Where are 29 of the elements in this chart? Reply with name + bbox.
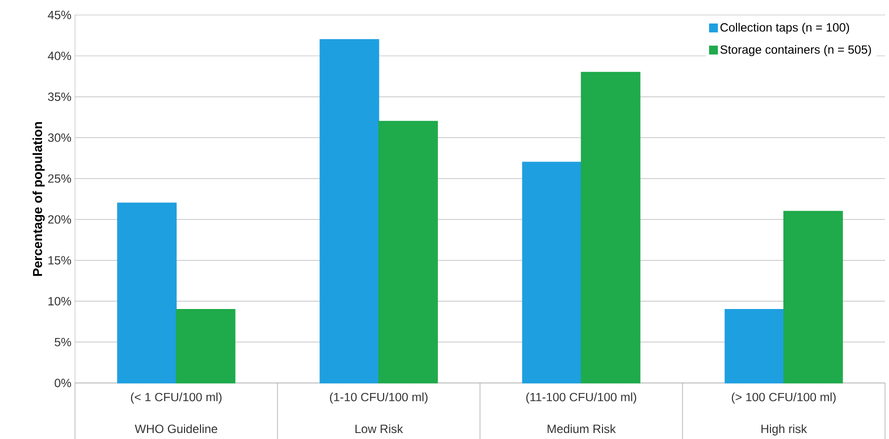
text: Medium Risk bbox=[548, 424, 616, 434]
y-tick-label: 30% bbox=[48, 133, 72, 142]
bar bbox=[724, 308, 784, 384]
y-tick-label: 35% bbox=[48, 92, 72, 101]
legend-label: Collection taps (n = 100) bbox=[720, 22, 850, 34]
y-tick-label: 10% bbox=[48, 296, 72, 306]
text: Low Risk bbox=[355, 424, 404, 434]
bar bbox=[522, 162, 582, 384]
bar bbox=[783, 210, 843, 384]
y-tick-label: 20% bbox=[48, 215, 72, 224]
x-tick-label: (1-10 CFU/100 ml) bbox=[330, 392, 428, 404]
bar bbox=[320, 39, 380, 384]
y-tick-label: 25% bbox=[48, 174, 72, 183]
x-tick-label: (11-100 CFU/100 ml) bbox=[526, 392, 636, 404]
legend-label: Storage containers (n = 505) bbox=[720, 45, 871, 56]
y-axis-title: Percentage of population bbox=[32, 122, 45, 276]
y-tick-label: 40% bbox=[48, 52, 72, 60]
bar bbox=[176, 308, 236, 384]
y-tick-label: 45% bbox=[48, 10, 72, 20]
y-tick-label: 0% bbox=[54, 378, 72, 388]
x-tick-label: (> 100 CFU/100 ml) bbox=[732, 392, 836, 404]
y-tick-label: 5% bbox=[54, 338, 72, 346]
bar bbox=[580, 72, 640, 384]
bar bbox=[117, 202, 177, 384]
bar bbox=[378, 120, 438, 384]
text: High risk bbox=[761, 424, 808, 436]
x-tick-label: (< 1 CFU/100 ml) bbox=[130, 392, 222, 404]
text: WHO Guideline bbox=[134, 424, 218, 434]
y-tick-label: 15% bbox=[48, 256, 72, 265]
